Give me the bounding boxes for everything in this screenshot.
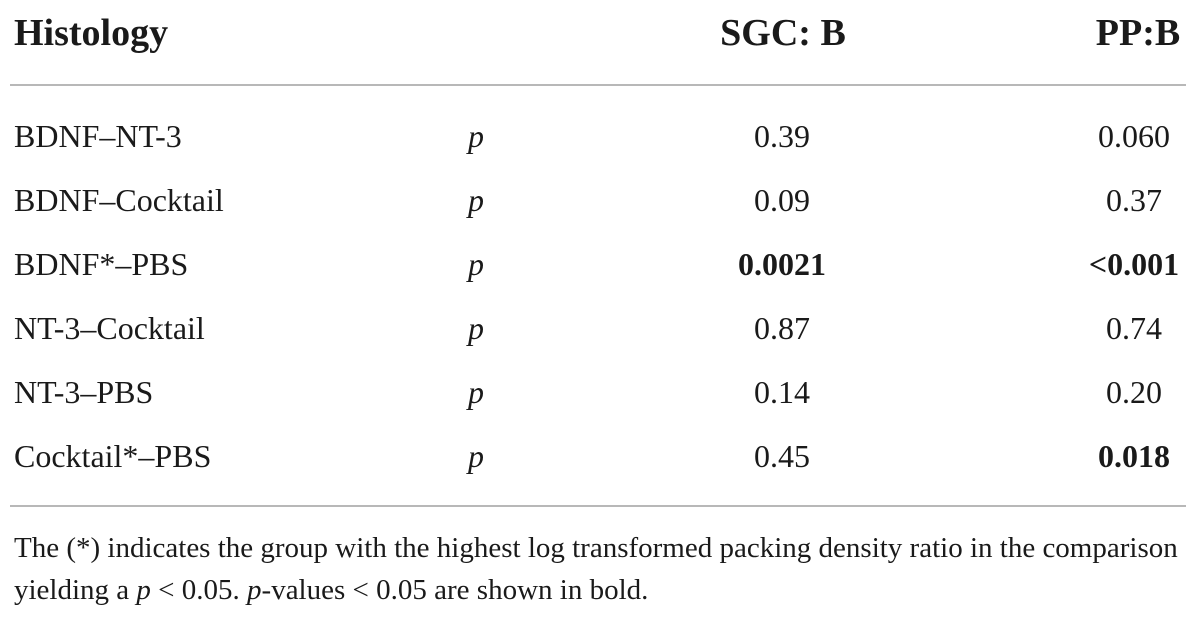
- table-row: Cocktail*–PBS p 0.45 0.018: [0, 426, 1200, 490]
- footnote-p-symbol-2: p: [247, 574, 262, 606]
- pp-value-cell: 0.20: [1106, 374, 1162, 410]
- comparison-cell: BDNF*–PBS: [14, 246, 189, 282]
- comparison-cell: NT-3–PBS: [14, 374, 154, 410]
- pp-value-cell: 0.018: [1098, 438, 1170, 474]
- stat-cell: p: [468, 118, 484, 154]
- footer-divider: [10, 505, 1186, 507]
- table-row: BDNF*–PBS p 0.0021 <0.001: [0, 234, 1200, 298]
- column-header-histology: Histology: [14, 12, 169, 54]
- comparison-cell: NT-3–Cocktail: [14, 310, 205, 346]
- sgc-value-cell: 0.87: [754, 310, 810, 346]
- table-row: BDNF–Cocktail p 0.09 0.37: [0, 170, 1200, 234]
- comparison-cell: BDNF–NT-3: [14, 118, 182, 154]
- sgc-value-cell: 0.09: [754, 182, 810, 218]
- sgc-value-cell: 0.39: [754, 118, 810, 154]
- table-row: NT-3–PBS p 0.14 0.20: [0, 362, 1200, 426]
- footnote-p-symbol-1: p: [136, 574, 151, 606]
- sgc-value-cell: 0.0021: [738, 246, 826, 282]
- pp-value-cell: 0.74: [1106, 310, 1162, 346]
- footnote-text-1: The (*) indicates the group with the hig…: [14, 532, 1178, 606]
- sgc-value-cell: 0.14: [754, 374, 810, 410]
- table-footnote: The (*) indicates the group with the hig…: [14, 527, 1190, 611]
- table-body: BDNF–NT-3 p 0.39 0.060 BDNF–Cocktail p 0…: [0, 106, 1200, 490]
- stat-cell: p: [468, 438, 484, 474]
- sgc-value-cell: 0.45: [754, 438, 810, 474]
- stat-cell: p: [468, 310, 484, 346]
- pp-value-cell: <0.001: [1088, 246, 1180, 282]
- comparison-cell: BDNF–Cocktail: [14, 182, 224, 218]
- footnote-text-3: -values < 0.05 are shown in bold.: [261, 574, 649, 606]
- pp-value-cell: 0.060: [1098, 118, 1170, 154]
- table-row: NT-3–Cocktail p 0.87 0.74: [0, 298, 1200, 362]
- comparison-cell: Cocktail*–PBS: [14, 438, 212, 474]
- stat-cell: p: [468, 374, 484, 410]
- stat-cell: p: [468, 246, 484, 282]
- table-row: BDNF–NT-3 p 0.39 0.060: [0, 106, 1200, 170]
- column-header-pp-b: PP:B: [1095, 12, 1181, 54]
- footnote-text-2: < 0.05.: [150, 574, 248, 606]
- header-divider: [10, 84, 1186, 86]
- pp-value-cell: 0.37: [1106, 182, 1162, 218]
- column-header-sgc-b: SGC: B: [720, 12, 846, 54]
- stat-cell: p: [468, 182, 484, 218]
- table-header: Histology SGC: B PP:B: [0, 0, 1200, 68]
